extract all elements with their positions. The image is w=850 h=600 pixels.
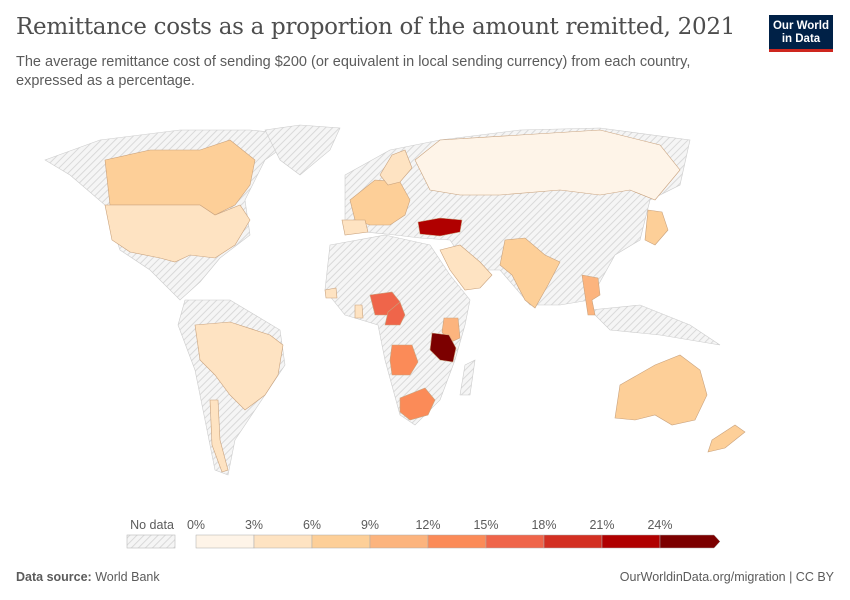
legend-no-data-swatch	[126, 534, 176, 549]
legend-swatch-5[interactable]	[485, 534, 545, 549]
legend-swatch-2[interactable]	[311, 534, 371, 549]
world-map[interactable]	[0, 110, 850, 510]
country-australia[interactable]	[614, 354, 708, 426]
legend-swatch-7[interactable]	[601, 534, 661, 549]
legend-tick-label: 24%	[647, 518, 673, 532]
legend-tick-label: 18%	[531, 518, 557, 532]
country-angola[interactable]	[389, 344, 419, 376]
owid-logo[interactable]: Our World in Data	[769, 15, 833, 52]
country-cameroon[interactable]	[384, 301, 406, 326]
legend-tick-label: 9%	[360, 518, 380, 532]
legend-tick-label: 6%	[302, 518, 322, 532]
data-source: Data source: World Bank	[16, 570, 160, 584]
country-japan[interactable]	[644, 209, 669, 246]
legend-tick-label: 15%	[473, 518, 499, 532]
country-chile[interactable]	[209, 399, 229, 473]
no-data-se-asia-islands[interactable]	[589, 304, 721, 346]
logo-line2: in Data	[781, 33, 821, 45]
country-turkey[interactable]	[417, 217, 463, 237]
country-saudi-arabia[interactable]	[439, 244, 493, 291]
logo-line1: Our World	[772, 20, 829, 32]
page-title: Remittance costs as a proportion of the …	[16, 14, 735, 40]
legend-swatch-1[interactable]	[253, 534, 313, 549]
country-spain[interactable]	[341, 219, 369, 236]
source-value: World Bank	[95, 570, 160, 584]
country-united-states[interactable]	[104, 204, 251, 263]
legend-tick-label: 12%	[415, 518, 441, 532]
source-label: Data source:	[16, 570, 92, 584]
legend-no-data-label: No data	[130, 518, 174, 532]
legend-swatch-6[interactable]	[543, 534, 603, 549]
country-nordics[interactable]	[379, 149, 413, 186]
footer-link[interactable]: OurWorldinData.org/migration | CC BY	[619, 570, 834, 584]
country-new-zealand[interactable]	[707, 424, 746, 453]
country-thailand[interactable]	[581, 274, 601, 316]
country-india[interactable]	[499, 237, 561, 309]
legend-tick-label: 3%	[244, 518, 264, 532]
country-brazil[interactable]	[194, 321, 284, 411]
no-data-madagascar[interactable]	[459, 359, 476, 396]
legend-swatch-4[interactable]	[427, 534, 487, 549]
no-data-greenland[interactable]	[264, 124, 341, 176]
subtitle: The average remittance cost of sending $…	[16, 54, 691, 89]
legend-swatch-3[interactable]	[369, 534, 429, 549]
country-south-africa[interactable]	[399, 387, 436, 421]
legend-swatch-0[interactable]	[195, 534, 255, 549]
legend-swatch-8[interactable]	[659, 534, 721, 549]
legend-bar	[126, 534, 721, 549]
country-russia[interactable]	[414, 129, 681, 201]
legend-tick-label: 0%	[186, 518, 206, 532]
country-senegal[interactable]	[324, 287, 338, 299]
no-data-africa[interactable]	[324, 234, 471, 426]
legend-tick-label: 21%	[589, 518, 615, 532]
country-tanzania[interactable]	[429, 332, 457, 363]
country-ghana[interactable]	[354, 304, 364, 319]
